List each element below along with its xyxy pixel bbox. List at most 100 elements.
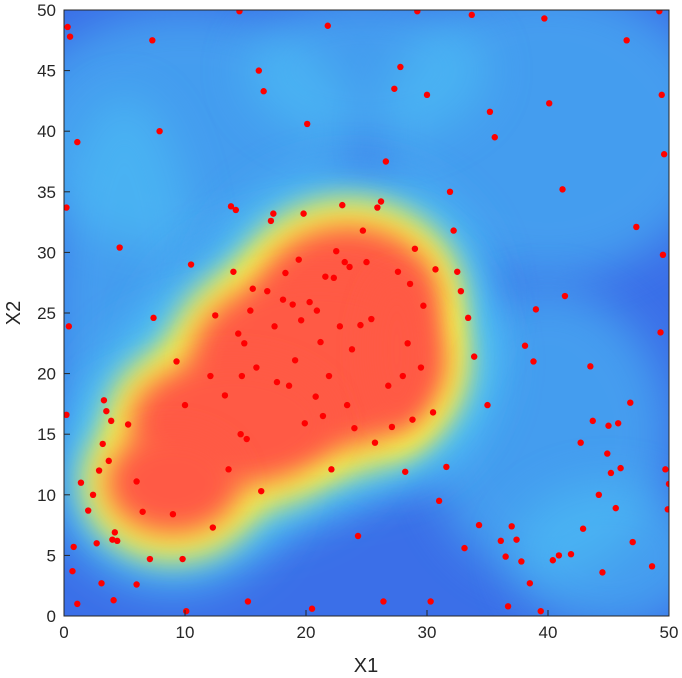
data-point: [521, 342, 529, 349]
data-point: [235, 330, 242, 337]
x-tick-label: 40: [539, 623, 558, 642]
data-point: [64, 204, 70, 211]
data-point: [64, 23, 71, 31]
data-point: [513, 536, 520, 543]
data-point: [420, 302, 427, 309]
data-point: [435, 497, 443, 505]
data-point: [464, 314, 472, 322]
y-tick-label: 0: [47, 607, 56, 626]
data-point: [423, 91, 431, 99]
data-points: [64, 10, 669, 615]
data-point: [93, 540, 100, 547]
y-tick-label: 20: [37, 365, 56, 384]
data-point: [105, 457, 112, 465]
data-point: [74, 138, 81, 146]
data-point: [319, 412, 327, 420]
data-point: [468, 11, 475, 19]
data-point: [243, 435, 250, 443]
data-point: [357, 321, 364, 329]
data-point: [526, 580, 534, 587]
x-tick-label: 30: [418, 623, 437, 642]
y-tick-label: 5: [47, 546, 56, 565]
data-point: [648, 563, 656, 570]
data-point: [454, 268, 461, 275]
heatmap-haze: [245, 10, 488, 144]
heatmap-peak: [366, 274, 427, 425]
data-point: [328, 466, 335, 473]
data-point: [359, 227, 367, 234]
data-point: [124, 421, 132, 428]
data-point: [146, 555, 154, 563]
data-point: [110, 597, 117, 604]
data-point: [343, 401, 351, 409]
y-tick-label: 25: [37, 304, 56, 323]
data-point: [98, 580, 105, 587]
x-tick-label: 10: [176, 623, 195, 642]
data-point: [297, 317, 305, 324]
data-point: [74, 600, 81, 608]
data-point: [133, 478, 140, 485]
data-point: [391, 85, 398, 92]
data-point: [66, 33, 74, 40]
data-point: [187, 261, 195, 268]
data-point: [267, 217, 275, 225]
data-point: [385, 382, 392, 389]
data-point: [549, 557, 557, 564]
data-point: [411, 245, 419, 252]
data-point: [623, 37, 630, 44]
data-point: [336, 323, 344, 330]
data-point: [99, 440, 106, 448]
x-tick-label: 50: [660, 623, 679, 642]
data-point: [238, 372, 246, 380]
data-point: [604, 450, 611, 457]
data-point: [627, 399, 634, 406]
y-tick-label: 15: [37, 425, 56, 444]
data-point: [555, 552, 563, 559]
data-point: [508, 523, 515, 530]
data-point: [427, 598, 434, 605]
data-point: [209, 524, 217, 531]
data-point: [450, 227, 457, 234]
data-point: [658, 91, 665, 99]
y-axis-ticks: 0 5 10 15 20 25 30 35 40 45 50: [37, 1, 70, 626]
y-tick-label: 45: [37, 62, 56, 81]
data-point: [255, 67, 263, 74]
x-axis-label: X1: [354, 655, 378, 677]
data-point: [589, 417, 596, 425]
data-point: [285, 382, 293, 389]
y-tick-label: 40: [37, 122, 56, 141]
data-point: [253, 364, 260, 371]
data-point: [139, 508, 146, 515]
data-point: [633, 223, 640, 231]
data-point: [227, 203, 235, 210]
data-point: [70, 543, 77, 551]
y-tick-label: 30: [37, 243, 56, 262]
data-point: [291, 357, 299, 364]
data-point: [312, 393, 319, 400]
data-point: [664, 506, 669, 513]
y-tick-label: 10: [37, 486, 56, 505]
data-point: [324, 22, 331, 29]
data-point: [406, 280, 414, 288]
y-axis-label: X2: [3, 301, 25, 325]
data-point: [271, 323, 278, 330]
data-point: [388, 423, 396, 431]
data-point: [414, 10, 421, 15]
data-point: [100, 397, 108, 404]
data-point: [181, 401, 189, 409]
data-point: [107, 417, 115, 425]
data-point: [179, 555, 186, 563]
data-point: [409, 416, 416, 423]
data-point: [518, 558, 525, 565]
data-point: [404, 340, 411, 347]
data-point: [659, 251, 667, 259]
data-point: [333, 247, 340, 255]
data-point: [443, 463, 450, 471]
data-point: [295, 256, 302, 263]
data-point: [382, 158, 390, 165]
y-tick-label: 50: [37, 1, 56, 20]
data-point: [264, 287, 271, 295]
data-point: [491, 134, 498, 141]
data-point: [497, 537, 505, 545]
data-point: [325, 372, 333, 380]
